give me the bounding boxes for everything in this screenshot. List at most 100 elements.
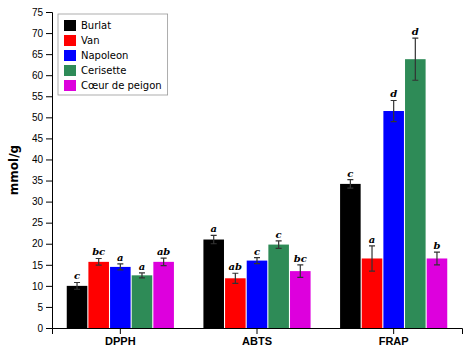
error-bar: [117, 264, 123, 270]
y-tick: 60: [32, 70, 52, 81]
bar: [383, 111, 404, 328]
y-tick-label: 70: [32, 28, 44, 39]
legend-item: Napoleon: [64, 50, 128, 61]
significance-label: b: [433, 240, 440, 251]
y-tick-mark: [46, 96, 52, 97]
y-tick-label: 50: [32, 112, 44, 123]
chart-container: 051015202530354045505560657075DPPHABTSFR…: [0, 0, 474, 360]
y-tick-label: 10: [32, 281, 44, 292]
significance-label: a: [210, 223, 216, 234]
bar: [340, 184, 361, 328]
x-tick-label: ABTS: [242, 335, 272, 347]
y-tick-mark: [46, 244, 52, 245]
significance-label: d: [390, 88, 397, 99]
error-bar: [297, 265, 303, 278]
x-tick-label: DPPH: [105, 335, 136, 347]
error-bar: [232, 273, 238, 283]
significance-label: c: [254, 246, 260, 257]
significance-label: a: [369, 234, 375, 245]
error-bar: [412, 38, 418, 80]
legend-label: Burlat: [81, 20, 111, 31]
x-tick-mark: [120, 328, 121, 334]
bar: [427, 258, 448, 328]
x-tick: FRAP: [379, 328, 409, 347]
x-axis-line: [53, 329, 463, 335]
series: [88, 246, 382, 328]
bar: [290, 271, 311, 328]
legend-swatch: [64, 20, 76, 31]
y-tick-mark: [46, 159, 52, 160]
y-tick-mark: [46, 202, 52, 203]
error-bar: [347, 180, 353, 188]
legend-swatch: [64, 35, 76, 46]
error-bar: [74, 282, 80, 289]
legend-swatch: [64, 65, 76, 76]
bar: [405, 59, 426, 328]
bar: [110, 267, 131, 328]
y-tick: 0: [37, 323, 52, 334]
bar: [88, 262, 109, 328]
y-tick-label: 15: [32, 260, 44, 271]
legend-label: Cœur de peigon: [81, 80, 162, 91]
x-axis: DPPH ABTS FRAP: [53, 328, 463, 347]
bar: [132, 275, 153, 328]
y-axis: 051015202530354045505560657075: [32, 7, 53, 334]
y-tick: 45: [32, 133, 52, 144]
y-tick: 20: [32, 238, 52, 249]
y-tick: 35: [32, 175, 52, 186]
y-tick-mark: [46, 265, 52, 266]
y-tick: 25: [32, 217, 52, 228]
legend-item: Burlat: [64, 20, 111, 31]
y-tick-label: 0: [37, 323, 43, 334]
legend: Burlat Van Napoleon Cerisette Cœur de peigon: [58, 14, 168, 95]
error-bar: [254, 258, 260, 264]
legend-frame: [58, 14, 168, 95]
x-tick: DPPH: [105, 328, 136, 347]
y-tick: 5: [37, 302, 52, 313]
y-tick-label: 35: [32, 175, 44, 186]
error-bar: [96, 258, 102, 265]
series: [153, 252, 447, 328]
series: [67, 180, 361, 328]
legend-label: Napoleon: [81, 50, 128, 61]
error-bar: [369, 246, 375, 271]
x-tick-label: FRAP: [379, 335, 409, 347]
y-tick-mark: [46, 12, 52, 13]
error-bar: [434, 252, 440, 265]
series: [132, 38, 426, 328]
y-tick-mark: [46, 223, 52, 224]
y-tick-mark: [46, 54, 52, 55]
y-tick: 15: [32, 260, 52, 271]
y-tick-label: 55: [32, 91, 44, 102]
y-tick-mark: [46, 33, 52, 34]
x-tick-mark: [393, 328, 394, 334]
bar: [247, 261, 268, 328]
y-tick: 75: [32, 7, 52, 18]
plot-area: 051015202530354045505560657075DPPHABTSFR…: [32, 7, 463, 347]
significance-label: bc: [92, 246, 105, 257]
legend-label: Cerisette: [81, 65, 126, 76]
bar: [153, 262, 174, 328]
y-tick-label: 30: [32, 196, 44, 207]
y-tick-label: 5: [37, 302, 43, 313]
x-tick: ABTS: [242, 328, 272, 347]
legend-item: Cœur de peigon: [64, 80, 162, 91]
y-tick-mark: [46, 307, 52, 308]
y-tick: 30: [32, 196, 52, 207]
significance-label: c: [74, 270, 80, 281]
y-tick: 50: [32, 112, 52, 123]
significance-label: ab: [229, 261, 242, 272]
y-axis-title: mmol/g: [7, 145, 21, 195]
legend-swatch: [64, 50, 76, 61]
error-bar: [276, 241, 282, 249]
chart-svg: 051015202530354045505560657075DPPHABTSFR…: [0, 0, 474, 360]
y-tick-mark: [46, 117, 52, 118]
legend-swatch: [64, 80, 76, 91]
y-tick-mark: [46, 138, 52, 139]
y-tick-label: 65: [32, 49, 44, 60]
legend-item: Van: [64, 35, 100, 46]
significance-label: ab: [157, 246, 170, 257]
error-bar: [139, 273, 145, 278]
y-tick-mark: [46, 286, 52, 287]
bars: [67, 38, 448, 328]
